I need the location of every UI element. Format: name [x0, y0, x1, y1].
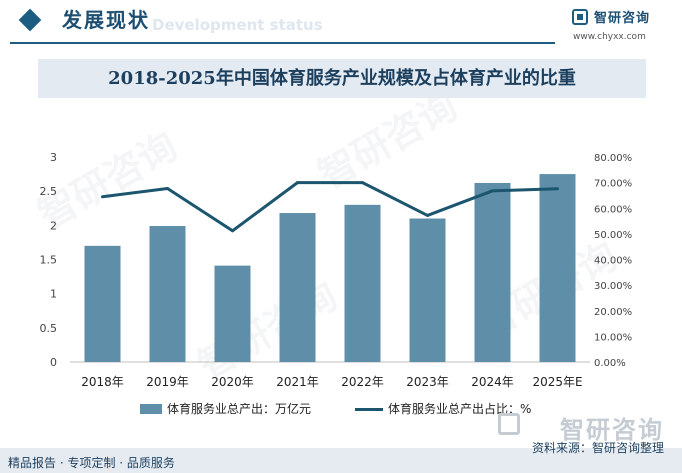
legend-line-swatch: [355, 408, 383, 411]
y-left-tick-label: 2.5: [40, 185, 58, 198]
chart-title: 2018-2025年中国体育服务产业规模及占体育产业的比重: [108, 68, 576, 89]
x-tick-label: 2018年: [81, 375, 124, 389]
footer-source: 资料来源：智研咨询整理: [531, 441, 664, 455]
y-right-tick-label: 60.00%: [594, 204, 632, 215]
y-right-tick-label: 70.00%: [594, 179, 632, 190]
y-right-tick-label: 10.00%: [594, 332, 632, 343]
legend-bar-swatch: [140, 404, 162, 414]
brand-name: 智研咨询: [594, 11, 651, 26]
legend-line-label: 体育服务业总产出占比：%: [388, 402, 532, 416]
bar: [279, 213, 316, 362]
bar: [344, 204, 381, 362]
y-right-tick-label: 50.00%: [594, 230, 632, 241]
y-left-tick-label: 1.5: [40, 254, 58, 267]
brand-mark-icon: [572, 9, 588, 25]
brand-url: www.chyxx.com: [573, 32, 646, 42]
page-footer: 精品报告 · 专项定制 · 品质服务 资料来源：智研咨询整理: [0, 441, 682, 473]
x-tick-label: 2024年: [471, 375, 514, 389]
ratio-line: [102, 181, 558, 233]
bar: [409, 218, 446, 362]
page-header: 发展现状 Development status 智研咨询 www.chyxx.c…: [0, 0, 682, 46]
line-point: [231, 229, 234, 233]
y-left-tick-label: 0.5: [40, 322, 58, 335]
bar: [539, 174, 576, 362]
watermark-brand: 智研咨询: [560, 416, 664, 444]
y-left-tick-label: 3: [50, 151, 57, 164]
bar: [149, 226, 186, 362]
y-left-tick-label: 2: [50, 219, 57, 232]
watermark-logo-icon: [498, 413, 520, 435]
line-point: [556, 187, 559, 191]
y-right-tick-label: 20.00%: [594, 307, 632, 318]
x-tick-label: 2023年: [406, 375, 449, 389]
x-tick-label: 2021年: [276, 375, 319, 389]
bar: [474, 182, 511, 362]
y-right-tick-label: 30.00%: [594, 281, 632, 292]
bar: [84, 245, 121, 362]
line-point: [101, 195, 104, 199]
y-right-tick-label: 40.00%: [594, 256, 632, 267]
section-subtitle-ghost: Development status: [152, 16, 323, 34]
legend-bar-label: 体育服务业总产出：万亿元: [167, 402, 312, 416]
line-point: [166, 187, 169, 191]
y-right-tick-label: 80.00%: [594, 153, 632, 164]
bar: [214, 265, 251, 362]
x-tick-label: 2025年E: [532, 375, 582, 389]
x-tick-label: 2020年: [211, 375, 254, 389]
x-tick-label: 2022年: [341, 375, 384, 389]
brand-logo: 智研咨询 www.chyxx.com: [572, 7, 680, 47]
y-left-tick-label: 1: [50, 288, 57, 301]
combo-chart: 00.511.522.530.00%10.00%20.00%30.00%40.0…: [40, 151, 633, 389]
y-right-tick-label: 0.00%: [594, 358, 626, 369]
x-tick-label: 2019年: [146, 375, 189, 389]
chart-title-band: 2018-2025年中国体育服务产业规模及占体育产业的比重: [38, 59, 646, 98]
line-point: [491, 189, 494, 193]
header-divider: [10, 42, 555, 44]
line-point: [296, 181, 299, 185]
chart-legend: 体育服务业总产出：万亿元 体育服务业总产出占比：%: [0, 398, 682, 420]
footer-slogan: 精品报告 · 专项定制 · 品质服务: [8, 456, 175, 470]
line-point: [361, 181, 364, 185]
section-title: 发展现状: [62, 8, 150, 32]
y-left-tick-label: 0: [50, 356, 57, 369]
line-point: [426, 213, 429, 217]
